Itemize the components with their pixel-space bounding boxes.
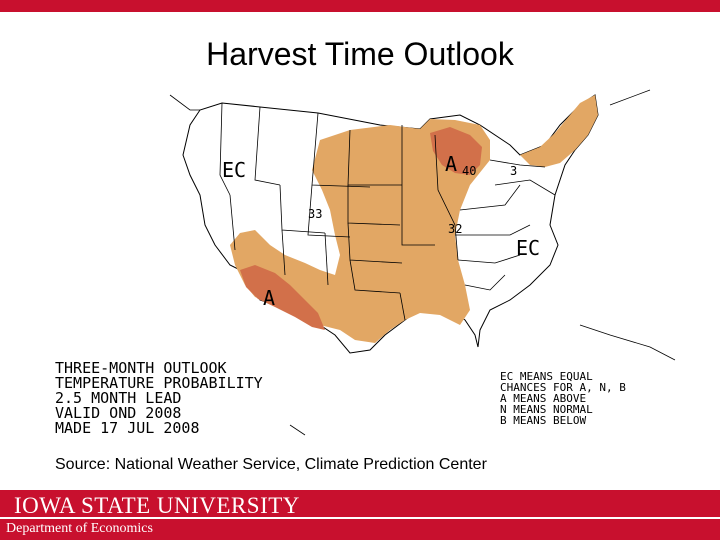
source-caption: Source: National Weather Service, Climat…: [55, 456, 487, 473]
outlook-map-svg: EC EC A A 40 33 32 3 THREE-MONTH OUTLOOK…: [55, 89, 676, 437]
info-line: THREE-MONTH OUTLOOK: [55, 359, 227, 377]
legend-line: A MEANS ABOVE: [500, 392, 586, 405]
label-a-north: A: [445, 152, 457, 176]
contour-label-40: 40: [462, 164, 476, 178]
legend-line: N MEANS NORMAL: [500, 403, 593, 416]
label-ec-east: EC: [516, 236, 540, 260]
legend-line: CHANCES FOR A, N, B: [500, 381, 626, 394]
department-name: Department of Economics: [6, 521, 153, 536]
above-normal-region: [230, 119, 490, 343]
footer-divider: [0, 517, 720, 519]
above-40-great-lakes: [430, 127, 482, 175]
label-ec-west: EC: [222, 158, 246, 182]
above-40-southwest: [240, 265, 325, 330]
state-borders: [219, 102, 556, 321]
legend-line: B MEANS BELOW: [500, 414, 586, 427]
info-line: TEMPERATURE PROBABILITY: [55, 374, 263, 392]
slide-title: Harvest Time Outlook: [206, 36, 514, 72]
info-block: THREE-MONTH OUTLOOK TEMPERATURE PROBABIL…: [55, 359, 263, 437]
legend-line: EC MEANS EQUAL: [500, 370, 593, 383]
legend-block: EC MEANS EQUAL CHANCES FOR A, N, B A MEA…: [500, 370, 626, 427]
outlook-map: EC EC A A 40 33 32 3 THREE-MONTH OUTLOOK…: [50, 85, 680, 450]
contour-label-32: 32: [448, 222, 462, 236]
info-line: MADE 17 JUL 2008: [55, 419, 200, 437]
footer-bar: [0, 490, 720, 540]
top-accent-bar: [0, 0, 720, 12]
info-line: 2.5 MONTH LEAD: [55, 389, 181, 407]
international-borders: [169, 89, 676, 436]
info-line: VALID OND 2008: [55, 404, 181, 422]
above-normal-northeast: [520, 95, 598, 167]
label-a-south: A: [263, 286, 275, 310]
contour-label-33: 33: [308, 207, 322, 221]
contour-label-3: 3: [510, 164, 517, 178]
university-wordmark: IOWA STATE UNIVERSITY: [14, 493, 300, 518]
